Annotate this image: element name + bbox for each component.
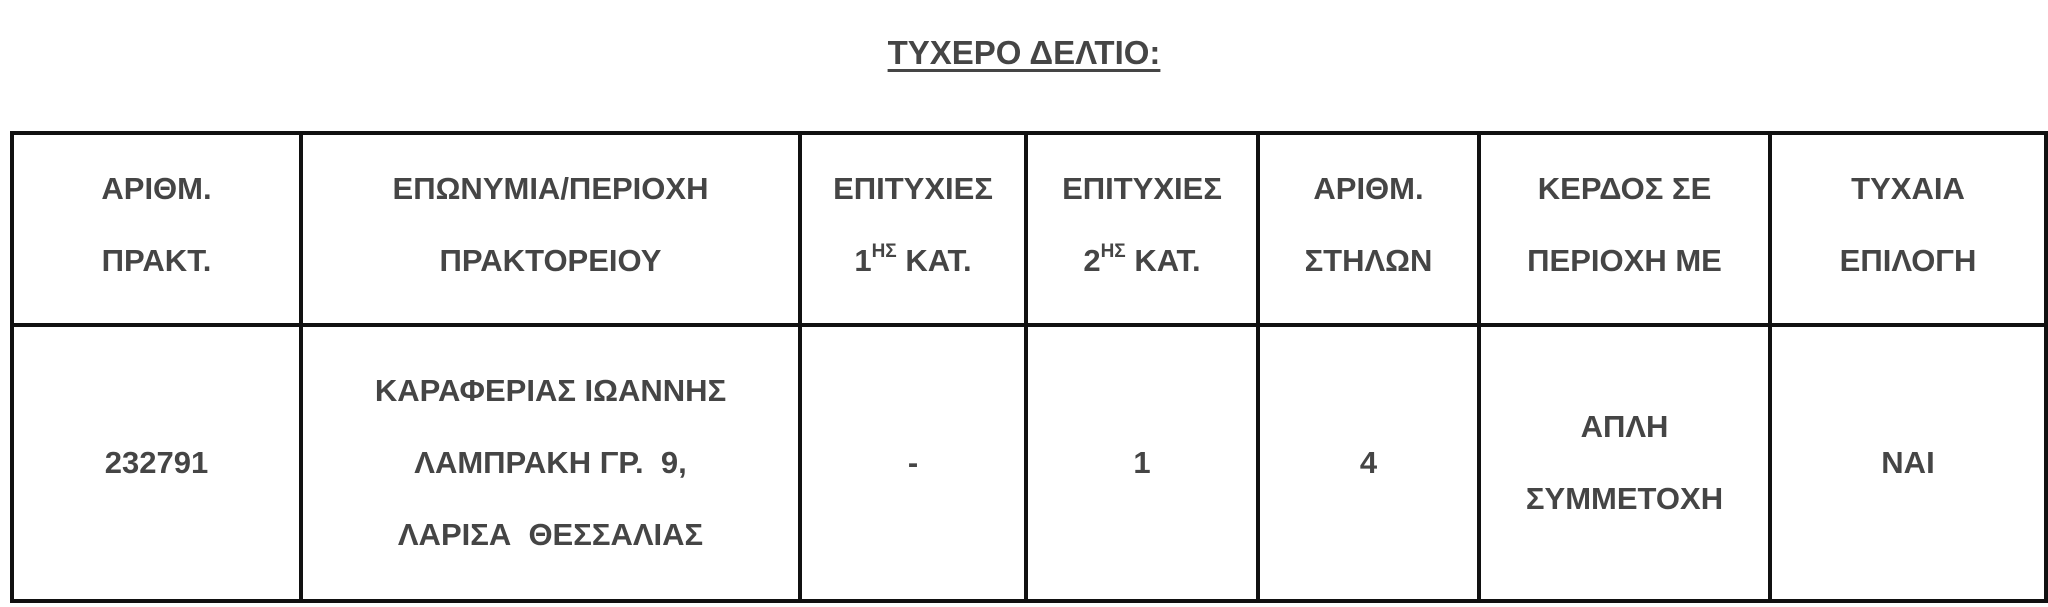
cell-random-pick: ΝΑΙ (1768, 323, 2048, 603)
header-random-pick: ΤΥΧΑΙΑ ΕΠΙΛΟΓΗ (1768, 131, 2048, 327)
header-second-category: ΕΠΙΤΥΧΙΕΣ 2ΗΣ ΚΑΤ. (1024, 131, 1260, 327)
table-header-row: ΑΡΙΘΜ. ΠΡΑΚΤ. ΕΠΩΝΥΜΙΑ/ΠΕΡΙΟΧΗ ΠΡΑΚΤΟΡΕΙΟΥ… (10, 131, 2048, 327)
cell-agency-name: ΚΑΡΑΦΕΡΙΑΣ ΙΩΑΝΝΗΣ ΛΑΜΠΡΑΚΗ ΓΡ. 9, ΛΑΡΙΣΑ … (299, 323, 802, 603)
header-agency-name: ΕΠΩΝΥΜΙΑ/ΠΕΡΙΟΧΗ ΠΡΑΚΤΟΡΕΙΟΥ (299, 131, 802, 327)
cell-agency-number: 232791 (10, 323, 303, 603)
cell-second-category: 1 (1024, 323, 1260, 603)
header-columns-count: ΑΡΙΘΜ. ΣΤΗΛΩΝ (1256, 131, 1481, 327)
cell-first-category: - (798, 323, 1028, 603)
table-row: 232791 ΚΑΡΑΦΕΡΙΑΣ ΙΩΑΝΝΗΣ ΛΑΜΠΡΑΚΗ ΓΡ. 9,… (10, 323, 2048, 603)
header-first-category: ΕΠΙΤΥΧΙΕΣ 1ΗΣ ΚΑΤ. (798, 131, 1028, 327)
lucky-ticket-table: ΑΡΙΘΜ. ΠΡΑΚΤ. ΕΠΩΝΥΜΙΑ/ΠΕΡΙΟΧΗ ΠΡΑΚΤΟΡΕΙΟΥ… (10, 131, 2048, 603)
header-agency-number: ΑΡΙΘΜ. ΠΡΑΚΤ. (10, 131, 303, 327)
header-win-area: ΚΕΡΔΟΣ ΣΕ ΠΕΡΙΟΧΗ ΜΕ (1477, 131, 1772, 327)
cell-columns-count: 4 (1256, 323, 1481, 603)
page-title: ΤΥΧΕΡΟ ΔΕΛΤΙΟ: (887, 34, 1161, 71)
cell-win-area: ΑΠΛΗ ΣΥΜΜΕΤΟΧΗ (1477, 323, 1772, 603)
